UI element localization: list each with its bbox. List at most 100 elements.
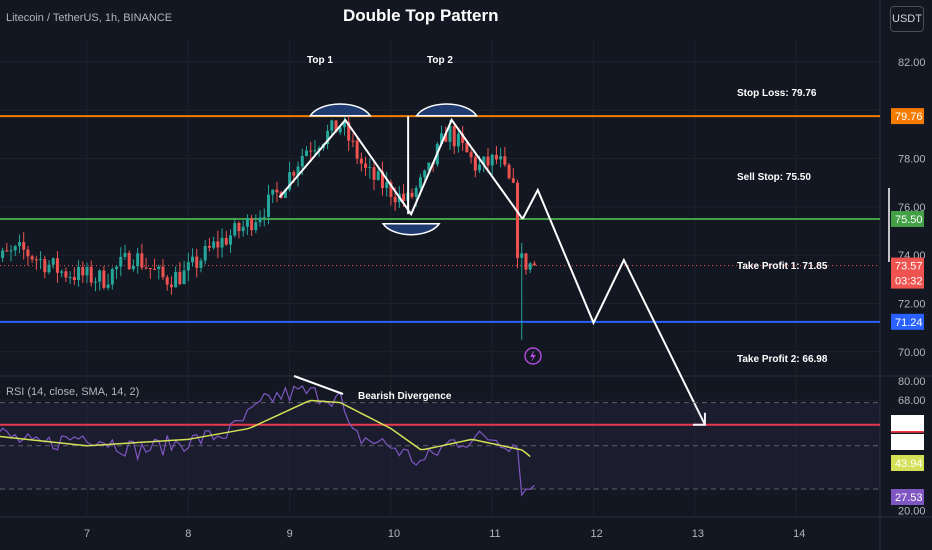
candle-body — [102, 270, 106, 288]
candle-body — [55, 258, 59, 273]
candles — [1, 112, 536, 340]
candle-body — [275, 189, 279, 193]
candle-body — [465, 142, 469, 153]
candle-body — [296, 166, 300, 176]
candle-body — [511, 178, 515, 183]
candle-body — [309, 150, 313, 152]
badge-current-price-bg — [891, 257, 924, 274]
candle-body — [22, 242, 26, 250]
candle-body — [136, 253, 140, 267]
candle-body — [359, 158, 363, 164]
candle-body — [241, 226, 245, 232]
y-tick-70.00: 70.00 — [898, 347, 926, 359]
candle-body — [482, 156, 486, 165]
candle-body — [262, 216, 266, 218]
candle-body — [178, 271, 182, 284]
candle-body — [1, 250, 5, 258]
candle-body — [317, 147, 321, 151]
candle-body — [355, 140, 359, 159]
candle-body — [342, 122, 346, 128]
candle-body — [304, 150, 308, 156]
candle-body — [347, 122, 351, 141]
candle-body — [456, 133, 460, 147]
candle-body — [220, 237, 224, 248]
candle-body — [98, 270, 102, 282]
candle-body — [532, 263, 536, 266]
candle-body — [326, 130, 330, 145]
candle-body — [207, 245, 211, 248]
stop-loss-label: Stop Loss: 79.76 — [737, 88, 817, 99]
candle-body — [258, 217, 262, 223]
y-tick-82.00: 82.00 — [898, 57, 926, 69]
candle-body — [81, 267, 85, 276]
candle-body — [503, 156, 507, 165]
badge-stop-loss: 79.76 — [895, 111, 923, 123]
candle-body — [216, 241, 220, 248]
candle-body — [186, 262, 190, 271]
candle-body — [127, 253, 131, 270]
candle-body — [17, 242, 21, 247]
currency-button[interactable]: USDT — [890, 6, 924, 32]
candle-body — [199, 260, 203, 268]
projection-path — [521, 187, 706, 426]
badge-sell-stop: 75.50 — [895, 214, 923, 226]
badge-sell-stop-bg — [891, 210, 924, 227]
candle-body — [195, 256, 199, 268]
double-top-zigzag — [278, 117, 524, 220]
candle-body — [528, 263, 532, 270]
candle-body — [266, 194, 270, 217]
candle-body — [85, 266, 89, 276]
candle-body — [34, 259, 38, 261]
candle-body — [461, 133, 465, 143]
badge-rsi-low-bg — [891, 489, 924, 505]
price-badges: 79.7675.5073.5703:3271.2466.9859.9746.29… — [891, 108, 924, 505]
badge-rsi-upper-bg — [891, 415, 924, 431]
candle-body — [372, 167, 376, 180]
y-tick-76.00: 76.00 — [898, 202, 926, 214]
badge-rsi-low: 27.53 — [895, 492, 923, 504]
candle-body — [153, 268, 157, 270]
candle-body — [414, 187, 418, 197]
candle-body — [68, 277, 72, 279]
y-tick-72.00: 72.00 — [898, 299, 926, 311]
candle-body — [486, 156, 490, 166]
candle-body — [423, 170, 427, 178]
candle-body — [39, 259, 43, 261]
badge-rsi-upper: 59.97 — [895, 418, 923, 430]
candle-body — [115, 266, 119, 270]
badge-rsi-mid: 46.29 — [895, 437, 923, 449]
sell-stop-label: Sell Stop: 75.50 — [737, 172, 811, 183]
candle-body — [524, 253, 528, 270]
x-tick-13: 13 — [692, 528, 704, 540]
badge-rsi-mid-bg — [891, 434, 924, 450]
candle-body — [77, 267, 81, 281]
candle-body — [148, 268, 152, 270]
candle-body — [144, 267, 148, 269]
candle-body — [245, 218, 249, 227]
badge-rsi-value-bg — [891, 455, 924, 471]
divergence-line — [293, 375, 344, 395]
lightning-bolt — [530, 350, 536, 362]
candle-body — [5, 250, 9, 252]
candle-body — [368, 167, 372, 169]
candle-body — [271, 189, 275, 195]
candle-body — [26, 249, 30, 257]
candle-body — [250, 218, 254, 231]
tp2-label: Take Profit 2: 66.98 — [737, 354, 828, 365]
badge-rsi-value: 43.94 — [895, 458, 923, 470]
badge-countdown: 03:32 — [895, 276, 923, 288]
candle-body — [212, 241, 216, 248]
candle-body — [351, 140, 355, 142]
candle-body — [203, 245, 207, 261]
candle-body — [385, 182, 389, 188]
candle-body — [473, 157, 477, 171]
rsi-ma-line — [0, 399, 531, 458]
candle-body — [140, 253, 144, 268]
candle-body — [410, 192, 414, 197]
candle-body — [165, 277, 169, 285]
candle-body — [494, 154, 498, 160]
candle-body — [119, 256, 123, 267]
candle-body — [9, 250, 13, 252]
